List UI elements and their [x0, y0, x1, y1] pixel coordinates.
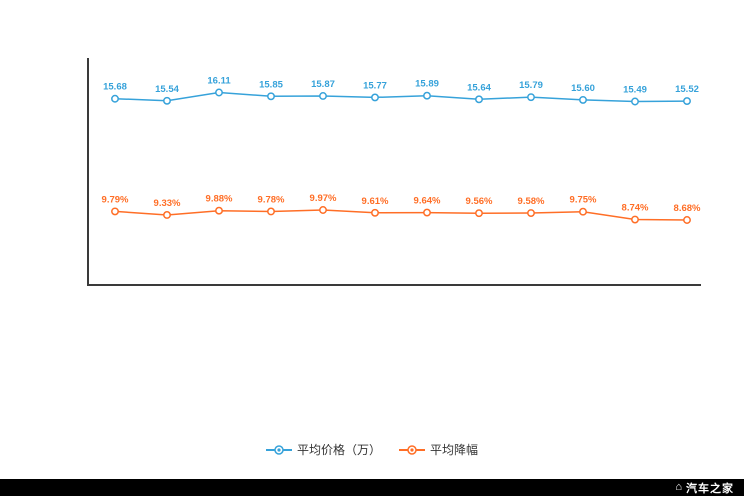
data-point[interactable]: [527, 93, 535, 102]
autohome-logo-icon: ⌂: [675, 481, 682, 493]
data-point[interactable]: [631, 215, 639, 224]
line-series-marker-icon: [265, 444, 292, 455]
data-label: 15.54: [155, 84, 179, 95]
data-point[interactable]: [579, 207, 587, 216]
data-point[interactable]: [267, 92, 275, 101]
data-point[interactable]: [371, 93, 379, 102]
data-label: 9.79%: [102, 194, 129, 205]
data-label: 15.68: [103, 82, 127, 93]
data-point[interactable]: [267, 207, 275, 216]
legend-item-avg-price[interactable]: 平均价格（万）: [265, 441, 381, 458]
data-label: 16.11: [207, 76, 231, 87]
series-line-0: [114, 91, 688, 103]
data-point[interactable]: [631, 97, 639, 106]
data-point[interactable]: [475, 209, 483, 218]
data-point[interactable]: [111, 207, 119, 216]
data-point[interactable]: [319, 92, 327, 100]
data-point[interactable]: [111, 94, 119, 103]
data-point[interactable]: [215, 88, 223, 97]
series-line-1: [114, 209, 688, 221]
footer-bar: ⌂ 汽车之家: [0, 479, 744, 496]
series-group: 15.68 15.54 16.11 15.85 15.87 15.77 15.89 15.64…: [102, 76, 701, 224]
data-label: 9.64%: [414, 196, 441, 207]
data-label: 15.89: [415, 79, 439, 90]
data-point[interactable]: [527, 209, 535, 217]
line-chart: 15.68 15.54 16.11 15.85 15.87 15.77 15.89 15.64…: [87, 58, 701, 286]
data-label: 15.87: [311, 79, 335, 90]
data-label: 8.74%: [622, 203, 649, 214]
data-point[interactable]: [423, 91, 431, 100]
data-point[interactable]: [319, 206, 327, 214]
line-series-marker-icon: [399, 444, 425, 455]
data-point[interactable]: [475, 95, 483, 104]
data-label: 15.79: [519, 80, 543, 91]
data-label: 9.33%: [154, 198, 181, 209]
data-label: 15.64: [467, 82, 491, 93]
data-point[interactable]: [371, 208, 379, 217]
data-label: 9.97%: [310, 193, 337, 204]
data-point[interactable]: [423, 208, 431, 217]
data-point[interactable]: [215, 206, 223, 215]
data-label: 9.56%: [466, 196, 493, 207]
data-point[interactable]: [163, 96, 171, 105]
data-label: 9.88%: [206, 194, 233, 205]
legend-item-avg-discount[interactable]: 平均降幅: [399, 441, 478, 458]
data-label: 9.61%: [362, 196, 389, 207]
data-label: 15.60: [571, 83, 595, 94]
data-label: 15.77: [363, 80, 387, 91]
chart-legend: 平均价格（万） 平均降幅: [0, 441, 744, 458]
data-label: 15.52: [675, 84, 699, 95]
data-label: 15.49: [623, 85, 647, 96]
brand-text: 汽车之家: [686, 482, 734, 495]
data-label: 15.85: [259, 79, 283, 90]
data-point[interactable]: [683, 216, 691, 224]
data-label: 9.78%: [258, 194, 285, 205]
data-label: 9.58%: [518, 196, 545, 207]
data-point[interactable]: [163, 211, 171, 219]
data-point[interactable]: [683, 97, 691, 106]
legend-label-avg-discount: 平均降幅: [430, 443, 479, 457]
data-point[interactable]: [579, 95, 587, 104]
data-label: 8.68%: [674, 203, 701, 214]
legend-label-avg-price: 平均价格（万）: [296, 443, 381, 457]
data-label: 9.75%: [570, 195, 597, 206]
